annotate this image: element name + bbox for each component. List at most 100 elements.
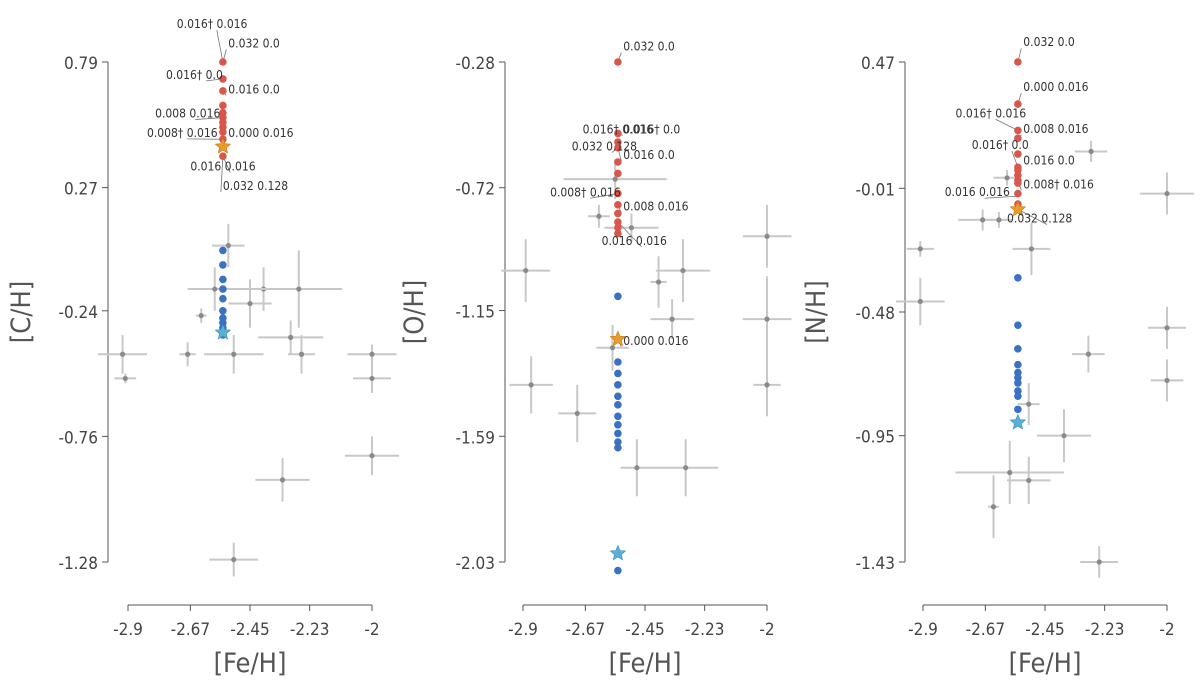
- model-blue-point: [614, 381, 622, 389]
- model-red-point: [1014, 166, 1022, 174]
- x-tick-label: -2: [364, 620, 379, 640]
- y-axis-label: [O/H]: [399, 280, 430, 345]
- model-red-point: [614, 158, 622, 166]
- model-red-point: [1014, 134, 1022, 143]
- annotation-label: 0.032 0.128: [572, 140, 637, 154]
- observation-marker: [764, 316, 770, 322]
- y-tick-label: -0.48: [855, 304, 895, 324]
- x-tick-label: -2: [759, 620, 774, 640]
- x-axis-label: [Fe/H]: [214, 648, 287, 679]
- model-blue-point: [614, 369, 622, 378]
- observation-point: [620, 439, 654, 497]
- observation-point: [985, 212, 1013, 228]
- observation-marker: [609, 345, 616, 351]
- y-tick-label: -1.15: [455, 303, 495, 323]
- observation-marker: [369, 453, 375, 459]
- model-red-point: [614, 169, 622, 178]
- annotation-label: 0.032 0.128: [1007, 212, 1072, 226]
- observation-point: [287, 334, 316, 374]
- y-tick-label: -0.01: [855, 180, 895, 200]
- observation-point: [655, 239, 711, 302]
- model-blue-point: [1014, 321, 1022, 329]
- observation-marker: [764, 382, 770, 388]
- model-red-point: [219, 152, 227, 161]
- observation-point: [98, 334, 147, 374]
- observation-point: [255, 250, 343, 328]
- observation-marker: [683, 465, 689, 471]
- observation-point: [742, 276, 792, 362]
- observation-marker: [1004, 175, 1010, 181]
- annotation-label: 0.016 0.016: [945, 185, 1010, 199]
- observation-marker: [628, 225, 635, 231]
- model-blue-point: [1014, 379, 1022, 387]
- x-tick-label: -2.9: [508, 620, 538, 640]
- star-blue-marker: [1009, 413, 1027, 430]
- model-blue-point: [614, 443, 622, 452]
- annotation-label: 0.000 0.016: [228, 126, 293, 140]
- observation-point: [347, 344, 397, 364]
- x-tick-label: -2.9: [113, 620, 143, 640]
- model-blue-point: [614, 292, 622, 301]
- observation-marker: [198, 313, 204, 319]
- observation-marker: [279, 477, 286, 483]
- observation-point: [588, 204, 610, 228]
- observation-marker: [680, 267, 686, 274]
- y-tick-label: -0.28: [455, 54, 495, 74]
- observation-marker: [1007, 469, 1013, 476]
- x-tick-label: -2.23: [1085, 620, 1125, 640]
- observation-marker: [247, 300, 253, 307]
- model-red-point: [219, 58, 227, 66]
- observation-point: [753, 353, 781, 417]
- observation-point: [114, 373, 137, 384]
- star-orange-marker: [214, 137, 232, 154]
- model-blue-point: [1014, 387, 1022, 395]
- annotation-leader: [984, 195, 1018, 199]
- annotation-label: 0.016† 0.0: [166, 68, 223, 82]
- model-red-point: [219, 87, 227, 95]
- observation-marker: [1164, 377, 1170, 384]
- model-blue-point: [219, 246, 227, 255]
- annotation-label: 0.016 0.0: [228, 82, 280, 96]
- model-red-point: [614, 223, 622, 232]
- observation-point: [258, 320, 324, 355]
- observation-marker: [990, 504, 997, 510]
- observation-marker: [185, 351, 191, 357]
- observation-point: [209, 542, 259, 577]
- model-blue-point: [614, 358, 622, 366]
- x-tick-label: -2.23: [290, 620, 330, 640]
- model-blue-point: [1014, 360, 1022, 369]
- annotation-label: 0.016† 0.0: [623, 122, 680, 136]
- annotation-leader: [1017, 209, 1048, 225]
- annotation-label: 0.008 0.016: [155, 107, 220, 121]
- annotation-leader: [995, 118, 1019, 131]
- x-tick-label: -2.9: [908, 620, 938, 640]
- observation-marker: [596, 213, 602, 219]
- observation-point: [1072, 335, 1105, 373]
- annotation-label: 0.008† 0.016: [550, 185, 621, 199]
- annotation-label: 0.016 0.0: [1023, 154, 1075, 168]
- observation-marker: [1096, 559, 1102, 565]
- annotation-leader: [617, 221, 642, 248]
- annotation-label: 0.016† 0.0: [972, 138, 1029, 152]
- observation-marker: [655, 279, 662, 285]
- star-blue-marker: [214, 323, 232, 340]
- observation-point: [955, 440, 1064, 505]
- annotation-label: 0.000 0.016: [1023, 80, 1088, 94]
- annotation-label: 0.016† 0.016: [956, 106, 1027, 120]
- observation-marker: [298, 351, 305, 357]
- observation-point: [353, 363, 391, 393]
- model-blue-point: [614, 392, 622, 401]
- model-red-point: [1014, 126, 1022, 135]
- y-tick-label: 0.79: [64, 54, 98, 74]
- model-red-point: [1014, 100, 1022, 108]
- x-tick-label: -2.45: [1025, 620, 1065, 640]
- observation-point: [255, 458, 310, 502]
- model-red-point: [219, 128, 227, 136]
- observation-marker: [996, 217, 1002, 223]
- y-tick-label: -1.28: [58, 554, 98, 574]
- observation-marker: [212, 286, 218, 292]
- model-red-point: [614, 209, 622, 218]
- panel-2: -0.28-0.72-1.15-1.59-2.03-2.9 -2.67 -2.45-…: [399, 40, 792, 679]
- observation-marker: [296, 286, 302, 292]
- x-tick-label: -2.67: [171, 620, 211, 640]
